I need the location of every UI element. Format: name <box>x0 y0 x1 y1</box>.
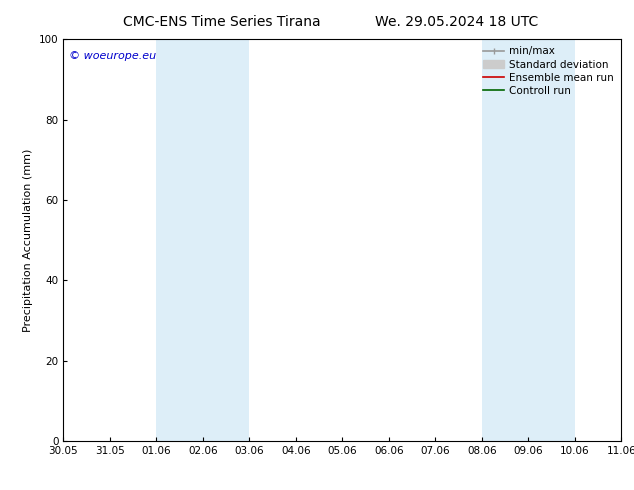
Bar <box>482 39 575 441</box>
Text: CMC-ENS Time Series Tirana: CMC-ENS Time Series Tirana <box>123 15 321 29</box>
Text: We. 29.05.2024 18 UTC: We. 29.05.2024 18 UTC <box>375 15 538 29</box>
Text: © woeurope.eu: © woeurope.eu <box>69 51 156 61</box>
Legend: min/max, Standard deviation, Ensemble mean run, Controll run: min/max, Standard deviation, Ensemble me… <box>479 42 618 100</box>
Y-axis label: Precipitation Accumulation (mm): Precipitation Accumulation (mm) <box>23 148 34 332</box>
Bar <box>157 39 249 441</box>
